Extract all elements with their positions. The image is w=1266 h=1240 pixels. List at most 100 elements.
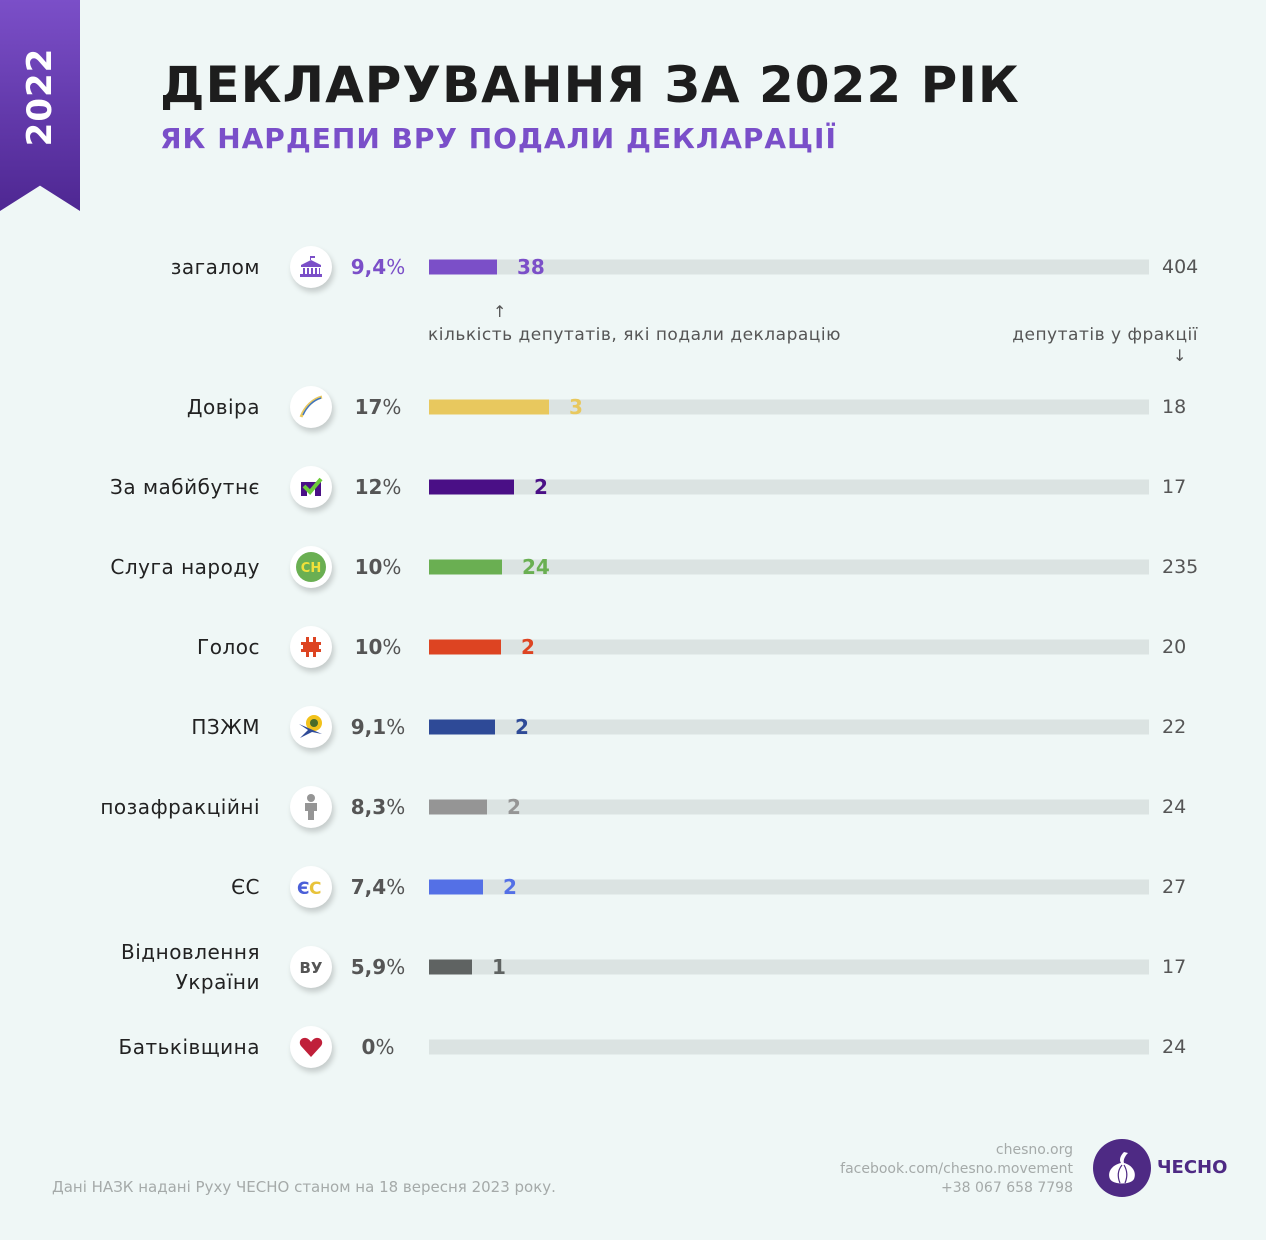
chart-row: позафракційні 8,3% 2 24 (0, 777, 1266, 837)
bar-track (429, 959, 1149, 975)
percent-number: 10 (354, 635, 383, 659)
row-label: Батьківщина (118, 1035, 260, 1059)
count-value: 24 (522, 555, 550, 579)
row-label: Голос (197, 635, 260, 659)
chart-row: загалом 9,4% 38 404 (0, 237, 1266, 297)
bar-track (429, 639, 1149, 655)
chart-row: Слуга народу СН 10% 24 235 (0, 537, 1266, 597)
bar-fill (429, 719, 495, 735)
heart-icon (290, 1026, 332, 1068)
row-label: позафракційні (100, 795, 260, 819)
count-value: 2 (521, 635, 535, 659)
bar-fill (429, 639, 501, 655)
chart-row: Батьківщина 0% 24 (0, 1017, 1266, 1077)
percent-value: 10% (340, 635, 416, 659)
percent-value: 12% (340, 475, 416, 499)
total-value: 22 (1162, 716, 1187, 738)
percent-symbol: % (375, 1035, 395, 1059)
chesno-logo-text: ЧЕСНО (1157, 1157, 1228, 1178)
percent-symbol: % (386, 955, 406, 979)
facebook-link[interactable]: facebook.com/chesno.movement (840, 1161, 1073, 1177)
chart-row: ПЗЖМ 9,1% 2 22 (0, 697, 1266, 757)
percent-number: 9,1 (350, 715, 387, 739)
count-value: 2 (515, 715, 529, 739)
phone-number: +38 067 658 7798 (941, 1180, 1073, 1196)
percent-value: 0% (340, 1035, 416, 1059)
total-value: 17 (1162, 956, 1187, 978)
percent-value: 7,4% (340, 875, 416, 899)
chart-row: ЄС Є С 7,4% 2 27 (0, 857, 1266, 917)
bar-fill (429, 799, 487, 815)
count-annotation: кількість депутатів, які подали декларац… (428, 325, 841, 345)
percent-symbol: % (382, 395, 402, 419)
percent-value: 5,9% (340, 955, 416, 979)
percent-number: 8,3 (350, 795, 387, 819)
sluha-narodu-logo-icon: СН (290, 546, 332, 588)
percent-number: 12 (354, 475, 383, 499)
percent-number: 10 (354, 555, 383, 579)
total-value: 24 (1162, 796, 1187, 818)
svg-text:СН: СН (301, 561, 321, 576)
count-value: 1 (492, 955, 506, 979)
percent-value: 8,3% (340, 795, 416, 819)
row-label: Слуга народу (110, 555, 260, 579)
svg-text:Є: Є (297, 879, 309, 897)
percent-value: 10% (340, 555, 416, 579)
chart-row: Відновлення України ВУ 5,9% 1 17 (0, 937, 1266, 997)
bar-track (429, 399, 1149, 415)
percent-value: 17% (340, 395, 416, 419)
bar-track (429, 559, 1149, 575)
total-value: 20 (1162, 636, 1187, 658)
chesno-logo-icon (1093, 1139, 1151, 1197)
bar-fill (429, 259, 497, 275)
row-label: ПЗЖМ (191, 715, 260, 739)
percent-number: 7,4 (350, 875, 387, 899)
total-annotation: депутатів у фракції (1012, 325, 1198, 345)
ribbon-year: 2022 (20, 47, 60, 147)
vu-logo-icon: ВУ (290, 946, 332, 988)
total-value: 235 (1162, 556, 1199, 578)
arrow-down-icon: ↓ (1173, 346, 1187, 365)
page-subtitle: ЯК НАРДЕПИ ВРУ ПОДАЛИ ДЕКЛАРАЦІЇ (160, 122, 837, 155)
total-value: 17 (1162, 476, 1187, 498)
total-value: 24 (1162, 1036, 1187, 1058)
row-label: Відновлення України (121, 940, 260, 994)
year-ribbon: 2022 (0, 0, 80, 211)
bar-fill (429, 959, 472, 975)
total-value: 404 (1162, 256, 1199, 278)
percent-value: 9,4% (340, 255, 416, 279)
count-value: 2 (503, 875, 517, 899)
row-label: Довіра (186, 395, 260, 419)
holos-logo-icon (290, 626, 332, 668)
bar-fill (429, 559, 502, 575)
percent-symbol: % (386, 715, 406, 739)
svg-text:ВУ: ВУ (300, 959, 323, 977)
person-icon (290, 786, 332, 828)
za-maibutnie-logo-icon (290, 466, 332, 508)
pzzhm-logo-icon (290, 706, 332, 748)
bar-track (429, 1039, 1149, 1055)
count-value: 2 (507, 795, 521, 819)
chart-row: Голос 10% 2 20 (0, 617, 1266, 677)
total-value: 27 (1162, 876, 1187, 898)
page-title: ДЕКЛАРУВАННЯ ЗА 2022 РІК (160, 56, 1020, 114)
percent-symbol: % (386, 795, 406, 819)
dovira-logo-icon (290, 386, 332, 428)
arrow-up-icon: ↑ (493, 302, 507, 321)
percent-number: 0 (361, 1035, 376, 1059)
bar-track (429, 879, 1149, 895)
site-link[interactable]: chesno.org (995, 1142, 1073, 1158)
percent-symbol: % (382, 475, 402, 499)
bar-track (429, 719, 1149, 735)
percent-value: 9,1% (340, 715, 416, 739)
bar-fill (429, 479, 514, 495)
row-label: загалом (170, 255, 260, 279)
bar-track (429, 479, 1149, 495)
total-value: 18 (1162, 396, 1187, 418)
percent-symbol: % (382, 635, 402, 659)
count-value: 3 (569, 395, 583, 419)
svg-text:С: С (309, 879, 321, 897)
source-note: Дані НАЗК надані Руху ЧЕСНО станом на 18… (52, 1178, 556, 1196)
count-value: 2 (534, 475, 548, 499)
percent-number: 9,4 (350, 255, 387, 279)
